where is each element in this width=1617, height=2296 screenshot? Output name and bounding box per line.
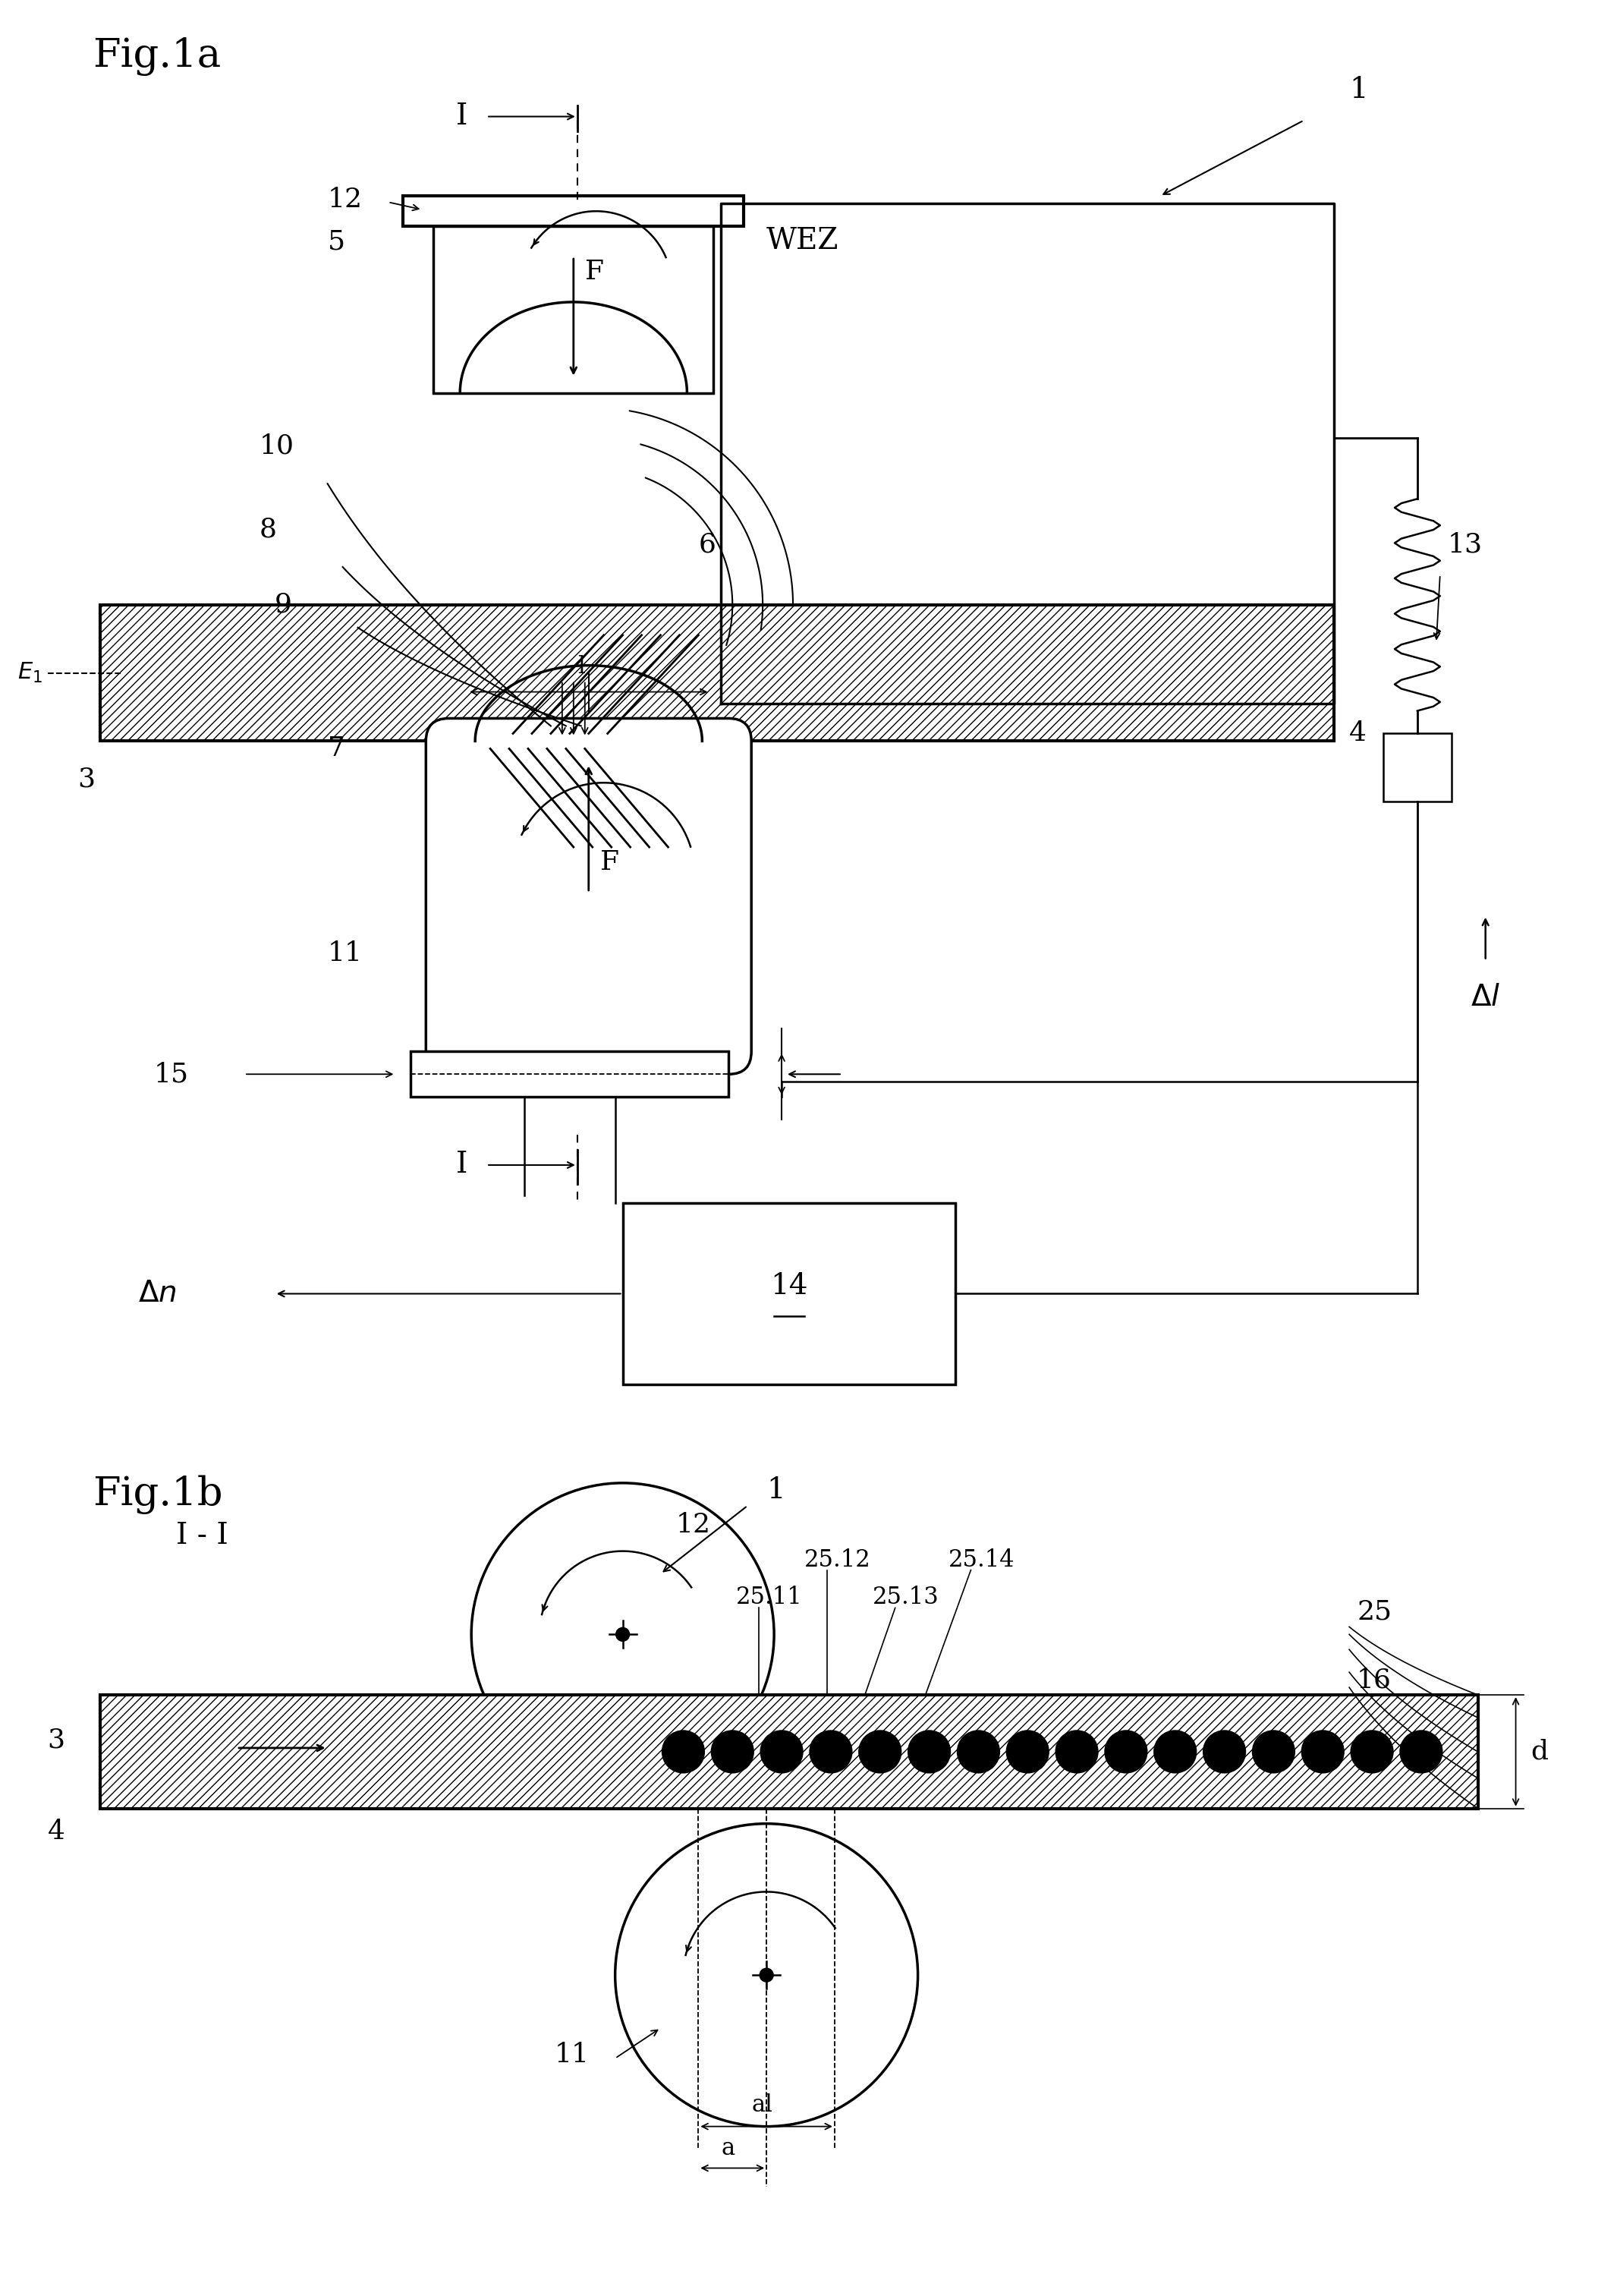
- Text: 25.14: 25.14: [948, 1548, 1014, 1570]
- Circle shape: [661, 1731, 705, 1773]
- Text: 3: 3: [78, 767, 95, 792]
- Text: 5: 5: [328, 230, 344, 255]
- Text: 3: 3: [47, 1727, 65, 1754]
- Text: 11: 11: [328, 939, 362, 967]
- Bar: [411, 1052, 729, 1097]
- Text: 25.11: 25.11: [736, 1587, 802, 1609]
- Text: 16: 16: [1357, 1667, 1392, 1692]
- Text: al: al: [752, 2094, 773, 2117]
- Text: 11: 11: [555, 2041, 590, 2066]
- Text: 10: 10: [259, 434, 294, 459]
- Text: I - I: I - I: [176, 1522, 228, 1550]
- Text: d: d: [1531, 1738, 1549, 1766]
- Circle shape: [1203, 1731, 1245, 1773]
- Text: 1: 1: [766, 1476, 786, 1504]
- Circle shape: [711, 1731, 754, 1773]
- Circle shape: [760, 1968, 773, 1981]
- Text: $E_1$: $E_1$: [18, 661, 42, 684]
- Circle shape: [859, 1731, 901, 1773]
- Circle shape: [1006, 1731, 1049, 1773]
- Text: Fig.1b: Fig.1b: [92, 1476, 223, 1515]
- Text: 25.12: 25.12: [804, 1548, 872, 1570]
- Bar: [623, 1203, 956, 1384]
- Bar: [100, 604, 1334, 742]
- Text: I: I: [456, 103, 467, 131]
- Circle shape: [616, 1628, 629, 1642]
- Text: $\Delta n$: $\Delta n$: [139, 1279, 176, 1309]
- Circle shape: [957, 1731, 999, 1773]
- Text: WEZ: WEZ: [766, 227, 839, 255]
- Text: 14: 14: [770, 1272, 808, 1300]
- Circle shape: [471, 1483, 775, 1786]
- Text: 4: 4: [47, 1818, 65, 1844]
- Bar: [403, 195, 744, 227]
- Text: 4: 4: [1349, 721, 1366, 746]
- Text: F: F: [585, 259, 603, 285]
- FancyBboxPatch shape: [425, 719, 752, 1075]
- Text: a: a: [721, 2135, 734, 2161]
- Bar: [433, 227, 713, 393]
- Text: 25: 25: [1357, 1598, 1392, 1626]
- Circle shape: [810, 1731, 852, 1773]
- Text: 12: 12: [328, 186, 362, 214]
- Circle shape: [1253, 1731, 1295, 1773]
- Circle shape: [1056, 1731, 1098, 1773]
- Text: $\Delta l$: $\Delta l$: [1470, 985, 1501, 1013]
- Text: 6: 6: [699, 530, 716, 558]
- Text: 8: 8: [259, 517, 277, 542]
- Bar: [100, 1694, 1478, 1809]
- Text: 25.13: 25.13: [873, 1587, 939, 1609]
- Circle shape: [909, 1731, 951, 1773]
- Text: Fig.1a: Fig.1a: [92, 37, 222, 76]
- Circle shape: [614, 1823, 918, 2126]
- Text: I: I: [456, 1150, 467, 1180]
- Bar: [1383, 732, 1452, 801]
- Text: l: l: [577, 654, 585, 677]
- Circle shape: [1350, 1731, 1394, 1773]
- Text: 9: 9: [275, 592, 293, 618]
- Circle shape: [1400, 1731, 1442, 1773]
- Text: F: F: [600, 850, 619, 875]
- Circle shape: [760, 1731, 802, 1773]
- Circle shape: [1302, 1731, 1344, 1773]
- Text: 1: 1: [1349, 76, 1368, 103]
- Circle shape: [1104, 1731, 1146, 1773]
- Text: 13: 13: [1447, 530, 1483, 558]
- Circle shape: [1155, 1731, 1197, 1773]
- Text: 15: 15: [154, 1061, 189, 1086]
- Text: 7: 7: [328, 735, 344, 762]
- Text: 12: 12: [676, 1511, 710, 1538]
